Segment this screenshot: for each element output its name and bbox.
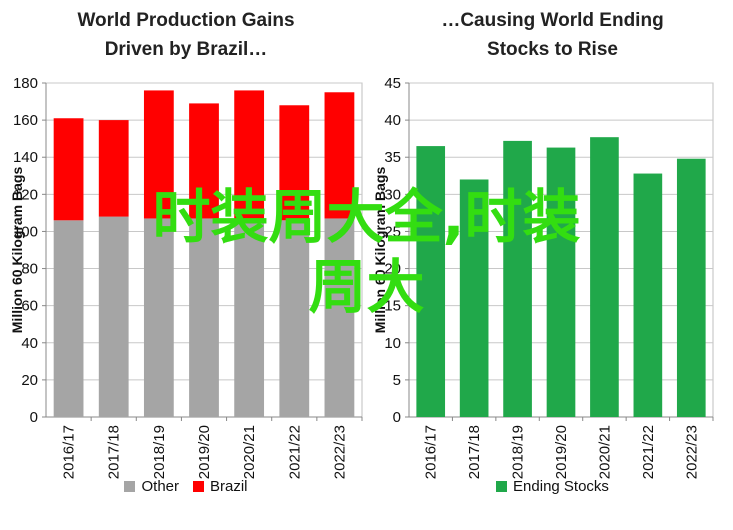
x-tick-label: 2018/19 (510, 425, 527, 479)
y-tick-label: 40 (384, 112, 401, 129)
chart-title: …Causing World Ending Stocks to Rise (372, 6, 733, 64)
legend-item-brazil: Brazil (193, 478, 248, 495)
bar-brazil (234, 90, 265, 219)
y-tick-label: 20 (21, 372, 38, 389)
legend: Other Brazil (0, 478, 372, 495)
y-tick-label: 10 (384, 335, 401, 352)
x-tick-label: 2021/22 (640, 425, 657, 479)
bar-brazil (98, 120, 129, 217)
x-tick-label: 2016/17 (423, 425, 440, 479)
bar-other (98, 216, 129, 417)
y-tick-label: 120 (13, 186, 38, 203)
chart-title: World Production Gains Driven by Brazil… (0, 6, 372, 64)
legend-swatch-brazil (193, 481, 204, 492)
y-tick-label: 160 (13, 112, 38, 129)
legend-label-brazil: Brazil (210, 478, 248, 495)
legend-item-other: Other (124, 478, 179, 495)
x-tick-label: 2019/20 (196, 425, 213, 479)
y-tick-label: 140 (13, 149, 38, 166)
legend-label-ending-stocks: Ending Stocks (513, 478, 609, 495)
y-tick-label: 25 (384, 223, 401, 240)
y-tick-label: 45 (384, 75, 401, 92)
bar-ending-stocks (633, 173, 663, 417)
bar-other (189, 218, 219, 417)
x-tick-label: 2020/21 (596, 425, 613, 479)
y-tick-label: 40 (21, 335, 38, 352)
x-tick-label: 2021/22 (286, 425, 303, 479)
bar-ending-stocks (676, 158, 706, 417)
y-tick-label: 5 (393, 372, 401, 389)
bar-ending-stocks (590, 137, 619, 417)
x-tick-label: 2017/18 (466, 425, 483, 479)
bar-brazil (324, 92, 355, 219)
bar-ending-stocks (459, 179, 489, 417)
bar-ending-stocks (546, 147, 576, 417)
bar-other (53, 220, 84, 417)
x-tick-label: 2017/18 (106, 425, 123, 479)
y-axis-title: Million 60 Kilogram Bags (9, 167, 25, 334)
y-tick-label: 0 (393, 409, 401, 426)
bar-ending-stocks (416, 146, 446, 418)
y-axis-title: Million 60 Kilogram Bags (372, 167, 388, 334)
x-tick-label: 2019/20 (553, 425, 570, 479)
bar-brazil (53, 118, 84, 221)
y-tick-label: 80 (21, 261, 38, 278)
bar-ending-stocks (503, 140, 532, 418)
legend-item-ending-stocks: Ending Stocks (496, 478, 609, 495)
y-tick-label: 35 (384, 149, 401, 166)
x-tick-label: 2022/23 (683, 425, 700, 479)
x-tick-label: 2022/23 (331, 425, 348, 479)
y-tick-label: 20 (384, 261, 401, 278)
legend: Ending Stocks (372, 478, 733, 495)
chart-title-line-1: …Causing World Ending (441, 10, 664, 31)
legend-swatch-ending-stocks (496, 481, 508, 492)
y-tick-label: 30 (384, 186, 401, 203)
bar-other (143, 218, 174, 417)
chart-title-line-1: World Production Gains (77, 10, 295, 31)
bar-other (279, 220, 310, 417)
x-tick-label: 2016/17 (61, 425, 78, 479)
bar-other (234, 218, 265, 417)
chart-left: World Production Gains Driven by Brazil…… (0, 6, 372, 495)
bar-brazil (143, 90, 174, 219)
chart-title-line-2: Driven by Brazil… (104, 39, 268, 60)
y-tick-label: 180 (13, 75, 38, 92)
y-tick-label: 0 (30, 409, 38, 426)
chart-right-plot: 0 5 10 15 20 25 30 35 40 45 2016/17 2017/18 2018/19 2… (372, 75, 714, 479)
x-tick-label: 2018/19 (151, 425, 168, 479)
bar-brazil (189, 103, 219, 219)
chart-right: …Causing World Ending Stocks to Rise 0 5 1… (372, 0, 733, 530)
legend-label-other: Other (141, 478, 179, 495)
chart-title-line-2: Stocks to Rise (487, 39, 618, 60)
chart-left-plot: 0 20 40 60 80 100 120 140 160 180 2016/17 2017/18 20… (9, 75, 363, 479)
y-tick-label: 60 (21, 298, 38, 315)
bar-other (324, 218, 355, 417)
bar-brazil (279, 105, 310, 221)
y-tick-label: 15 (384, 298, 401, 315)
legend-swatch-other (124, 481, 136, 492)
x-tick-label: 2020/21 (241, 425, 258, 479)
y-tick-label: 100 (13, 223, 38, 240)
